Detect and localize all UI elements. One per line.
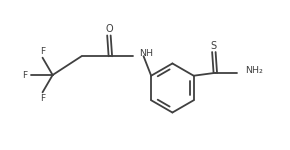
Text: NH: NH: [139, 49, 153, 58]
Text: F: F: [40, 47, 45, 56]
Text: F: F: [40, 94, 45, 103]
Text: F: F: [22, 70, 27, 80]
Text: S: S: [211, 41, 217, 51]
Text: O: O: [105, 24, 113, 34]
Text: NH₂: NH₂: [245, 66, 263, 75]
